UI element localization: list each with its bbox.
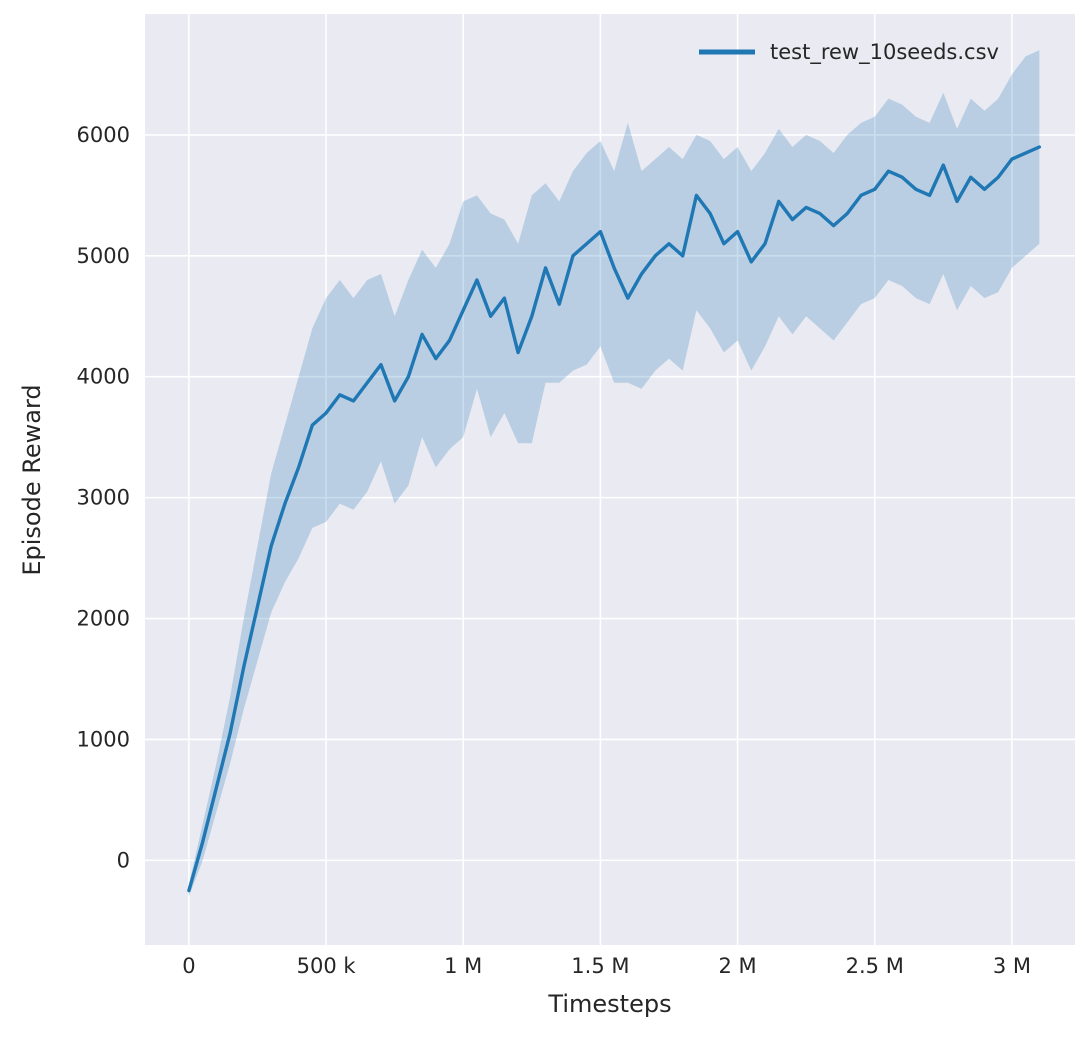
y-tick-label: 2000 — [77, 607, 130, 631]
x-tick-label: 1.5 M — [571, 954, 629, 978]
confidence-band — [188, 50, 1040, 897]
x-tick-label: 1 M — [444, 954, 482, 978]
x-tick-label: 3 M — [993, 954, 1031, 978]
y-tick-label: 1000 — [77, 727, 130, 751]
y-tick-label: 5000 — [77, 244, 130, 268]
y-tick-label: 6000 — [77, 123, 130, 147]
x-tick-label: 0 — [182, 954, 195, 978]
x-tick-label: 2 M — [718, 954, 756, 978]
x-axis-label: Timesteps — [548, 990, 672, 1018]
legend-line-swatch-icon — [699, 49, 755, 55]
y-tick-label: 3000 — [77, 486, 130, 510]
x-tick-label: 2.5 M — [846, 954, 904, 978]
mean-line — [187, 145, 1042, 893]
legend: test_rew_10seeds.csv — [698, 40, 999, 64]
legend-label: test_rew_10seeds.csv — [770, 40, 999, 64]
y-axis-label: Episode Reward — [18, 384, 46, 576]
plot-area — [145, 14, 1075, 945]
x-tick-label: 500 k — [297, 954, 357, 978]
y-tick-label: 4000 — [77, 365, 130, 389]
y-tick-label: 0 — [117, 848, 130, 872]
